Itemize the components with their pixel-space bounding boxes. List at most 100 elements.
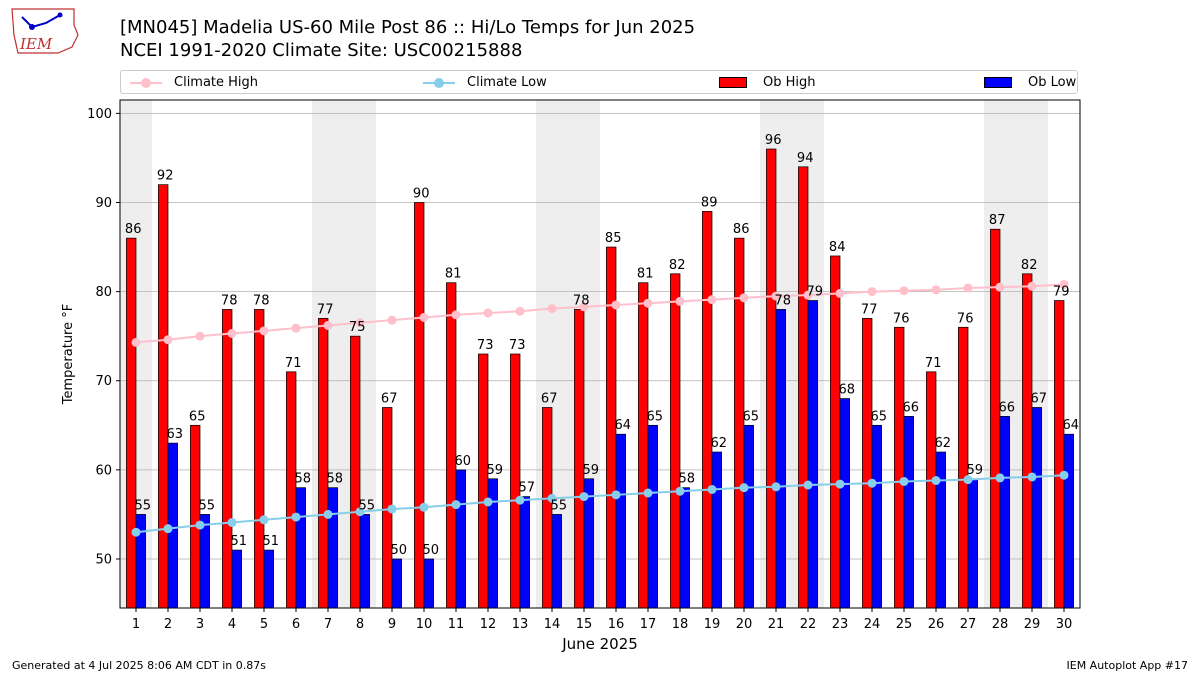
climate-low-point (259, 515, 269, 525)
ob-high-bar (318, 318, 329, 609)
climate-high-point (291, 323, 301, 333)
ob-low-value-label: 65 (743, 409, 760, 424)
ob-high-value-label: 67 (541, 391, 558, 406)
climate-high-point (579, 302, 589, 312)
climate-high-point (195, 331, 205, 341)
ob-low-value-label: 63 (167, 427, 184, 442)
ob-high-value-label: 82 (1021, 258, 1038, 273)
climate-high-point (771, 291, 781, 301)
ob-low-value-label: 58 (679, 472, 696, 487)
ob-low-bar (647, 424, 658, 609)
climate-high-point (515, 306, 525, 316)
x-tick-label: 11 (448, 617, 465, 632)
x-tick-label: 16 (608, 617, 625, 632)
ob-high-value-label: 84 (829, 240, 846, 255)
y-tick-label: 60 (95, 463, 112, 478)
ob-high-value-label: 79 (1053, 285, 1070, 300)
climate-high-marker (141, 78, 151, 88)
ob-high-value-label: 71 (925, 356, 942, 371)
ob-low-bar (871, 424, 882, 609)
ob-low-value-label: 62 (711, 436, 728, 451)
ob-low-swatch (984, 77, 1012, 88)
x-tick-label: 12 (480, 617, 497, 632)
climate-high-point (675, 296, 685, 306)
ob-low-bar (903, 416, 914, 609)
climate-low-point (931, 476, 941, 486)
climate-high-point (323, 320, 333, 330)
climate-high-point (163, 335, 173, 345)
ob-high-bar (574, 309, 585, 609)
ob-low-bar (807, 300, 818, 609)
climate-low-point (579, 492, 589, 502)
climate-high-point (707, 295, 717, 305)
ob-high-value-label: 73 (477, 338, 494, 353)
ob-low-value-label: 64 (615, 418, 632, 433)
x-tick-label: 20 (736, 617, 753, 632)
ob-low-bar (423, 558, 434, 609)
climate-high-point (611, 300, 621, 310)
ob-low-bar (615, 433, 626, 609)
ob-high-value-label: 67 (381, 391, 398, 406)
ob-low-value-label: 58 (327, 472, 344, 487)
ob-high-bar (350, 335, 361, 609)
legend: Climate High Climate Low Ob High Ob Low (120, 70, 1078, 94)
climate-high-point (995, 282, 1005, 292)
x-tick-label: 1 (132, 617, 140, 632)
climate-high-point (547, 304, 557, 314)
ob-high-value-label: 85 (605, 231, 622, 246)
ob-high-value-label: 65 (189, 409, 206, 424)
ob-low-value-label: 60 (455, 454, 472, 469)
ob-low-value-label: 55 (135, 498, 152, 513)
ob-high-bar (766, 148, 777, 609)
ob-low-value-label: 65 (871, 409, 888, 424)
ob-high-bar (830, 255, 841, 609)
x-tick-label: 10 (416, 617, 433, 632)
x-tick-label: 22 (800, 617, 817, 632)
ob-low-value-label: 64 (1063, 418, 1080, 433)
logo-text: IEM (19, 35, 53, 53)
y-axis-label: Temperature °F (61, 304, 76, 405)
ob-high-bar (670, 273, 681, 609)
x-tick-label: 3 (196, 617, 204, 632)
climate-high-point (803, 290, 813, 300)
climate-low-point (387, 504, 397, 514)
y-tick-label: 70 (95, 374, 112, 389)
ob-low-value-label: 78 (775, 293, 792, 308)
x-tick-label: 27 (960, 617, 977, 632)
ob-high-bar (158, 184, 169, 609)
x-tick-label: 25 (896, 617, 913, 632)
ob-low-bar (839, 398, 850, 609)
ob-low-value-label: 65 (647, 409, 664, 424)
ob-low-bar (999, 416, 1010, 609)
ob-low-bar (263, 549, 274, 609)
ob-low-bar (295, 487, 306, 609)
climate-low-point (835, 479, 845, 489)
climate-high-point (387, 315, 397, 325)
x-tick-label: 7 (324, 617, 332, 632)
x-tick-label: 13 (512, 617, 529, 632)
x-tick-label: 21 (768, 617, 785, 632)
x-tick-label: 18 (672, 617, 689, 632)
climate-lines (131, 279, 1069, 537)
bars (126, 148, 1074, 609)
ob-high-value-label: 73 (509, 338, 526, 353)
ob-high-value-label: 89 (701, 195, 718, 210)
grid-lines (120, 112, 1080, 560)
ob-low-value-label: 62 (935, 436, 952, 451)
ob-high-bar (702, 211, 713, 609)
ob-low-value-label: 55 (199, 498, 216, 513)
ob-low-value-label: 79 (807, 285, 824, 300)
x-tick-label: 19 (704, 617, 721, 632)
y-tick-label: 80 (95, 285, 112, 300)
x-tick-label: 26 (928, 617, 945, 632)
climate-high-point (835, 288, 845, 298)
legend-label: Ob High (763, 75, 816, 90)
ob-high-bar (190, 424, 201, 609)
ob-high-bar (1054, 300, 1065, 609)
ob-high-bar (446, 282, 457, 609)
ob-high-value-label: 75 (349, 320, 366, 335)
ob-high-bar (478, 353, 489, 609)
ob-low-bar (775, 309, 786, 609)
ob-low-value-label: 55 (359, 498, 376, 513)
